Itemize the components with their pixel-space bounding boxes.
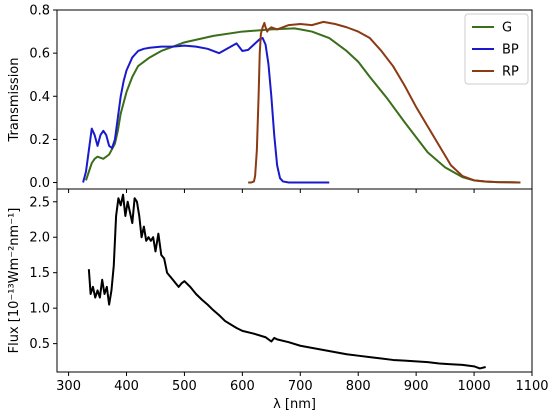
y-tick-label: 0.6 <box>29 47 50 62</box>
x-tick-label: 500 <box>172 379 197 394</box>
legend: G BP RP <box>464 13 529 85</box>
plot-frame <box>56 9 533 190</box>
y-tick-label: 0.2 <box>29 133 50 148</box>
legend-box <box>464 13 529 85</box>
y-tick-label: 0.4 <box>29 90 50 105</box>
x-axis-label: λ [nm] <box>273 397 316 412</box>
y-axis-label: Transmission <box>7 58 22 143</box>
x-tick-label: 1100 <box>515 379 548 394</box>
y-tick-label: 1.0 <box>29 302 50 317</box>
x-tick-label: 900 <box>404 379 429 394</box>
legend-label-rp: RP <box>502 65 519 80</box>
legend-label-g: G <box>502 21 512 36</box>
series-line-flux <box>87 193 486 370</box>
series-line-bp <box>82 37 330 184</box>
x-tick-label: 600 <box>230 379 255 394</box>
top-panel-transmission: 0.0 0.2 0.4 0.6 0.8 Transmission G BP RP <box>7 4 533 193</box>
y-tick-label: 0.8 <box>29 4 50 19</box>
x-tick-label: 400 <box>114 379 139 394</box>
y-tick-label: 0.5 <box>29 337 50 352</box>
bottom-panel-flux: 0.5 1.0 1.5 2.0 2.5 300 400 500 600 700 800 900 1000… <box>7 188 549 412</box>
x-tick-label: 800 <box>346 379 371 394</box>
y-tick-label: 0.0 <box>29 176 50 191</box>
plot-frame <box>56 188 533 373</box>
y-tick-label: 1.5 <box>29 266 50 281</box>
y-tick-label: 2.5 <box>29 195 50 210</box>
y-tick-label: 2.0 <box>29 231 50 246</box>
y-axis-label: Flux [10⁻¹³Wm⁻²nm⁻¹] <box>7 208 22 354</box>
series-line-g <box>85 27 521 184</box>
legend-label-bp: BP <box>502 43 519 58</box>
x-tick-label: 300 <box>56 379 81 394</box>
x-tick-label: 1000 <box>458 379 491 394</box>
series-line-rp <box>248 20 521 184</box>
x-tick-label: 700 <box>288 379 313 394</box>
